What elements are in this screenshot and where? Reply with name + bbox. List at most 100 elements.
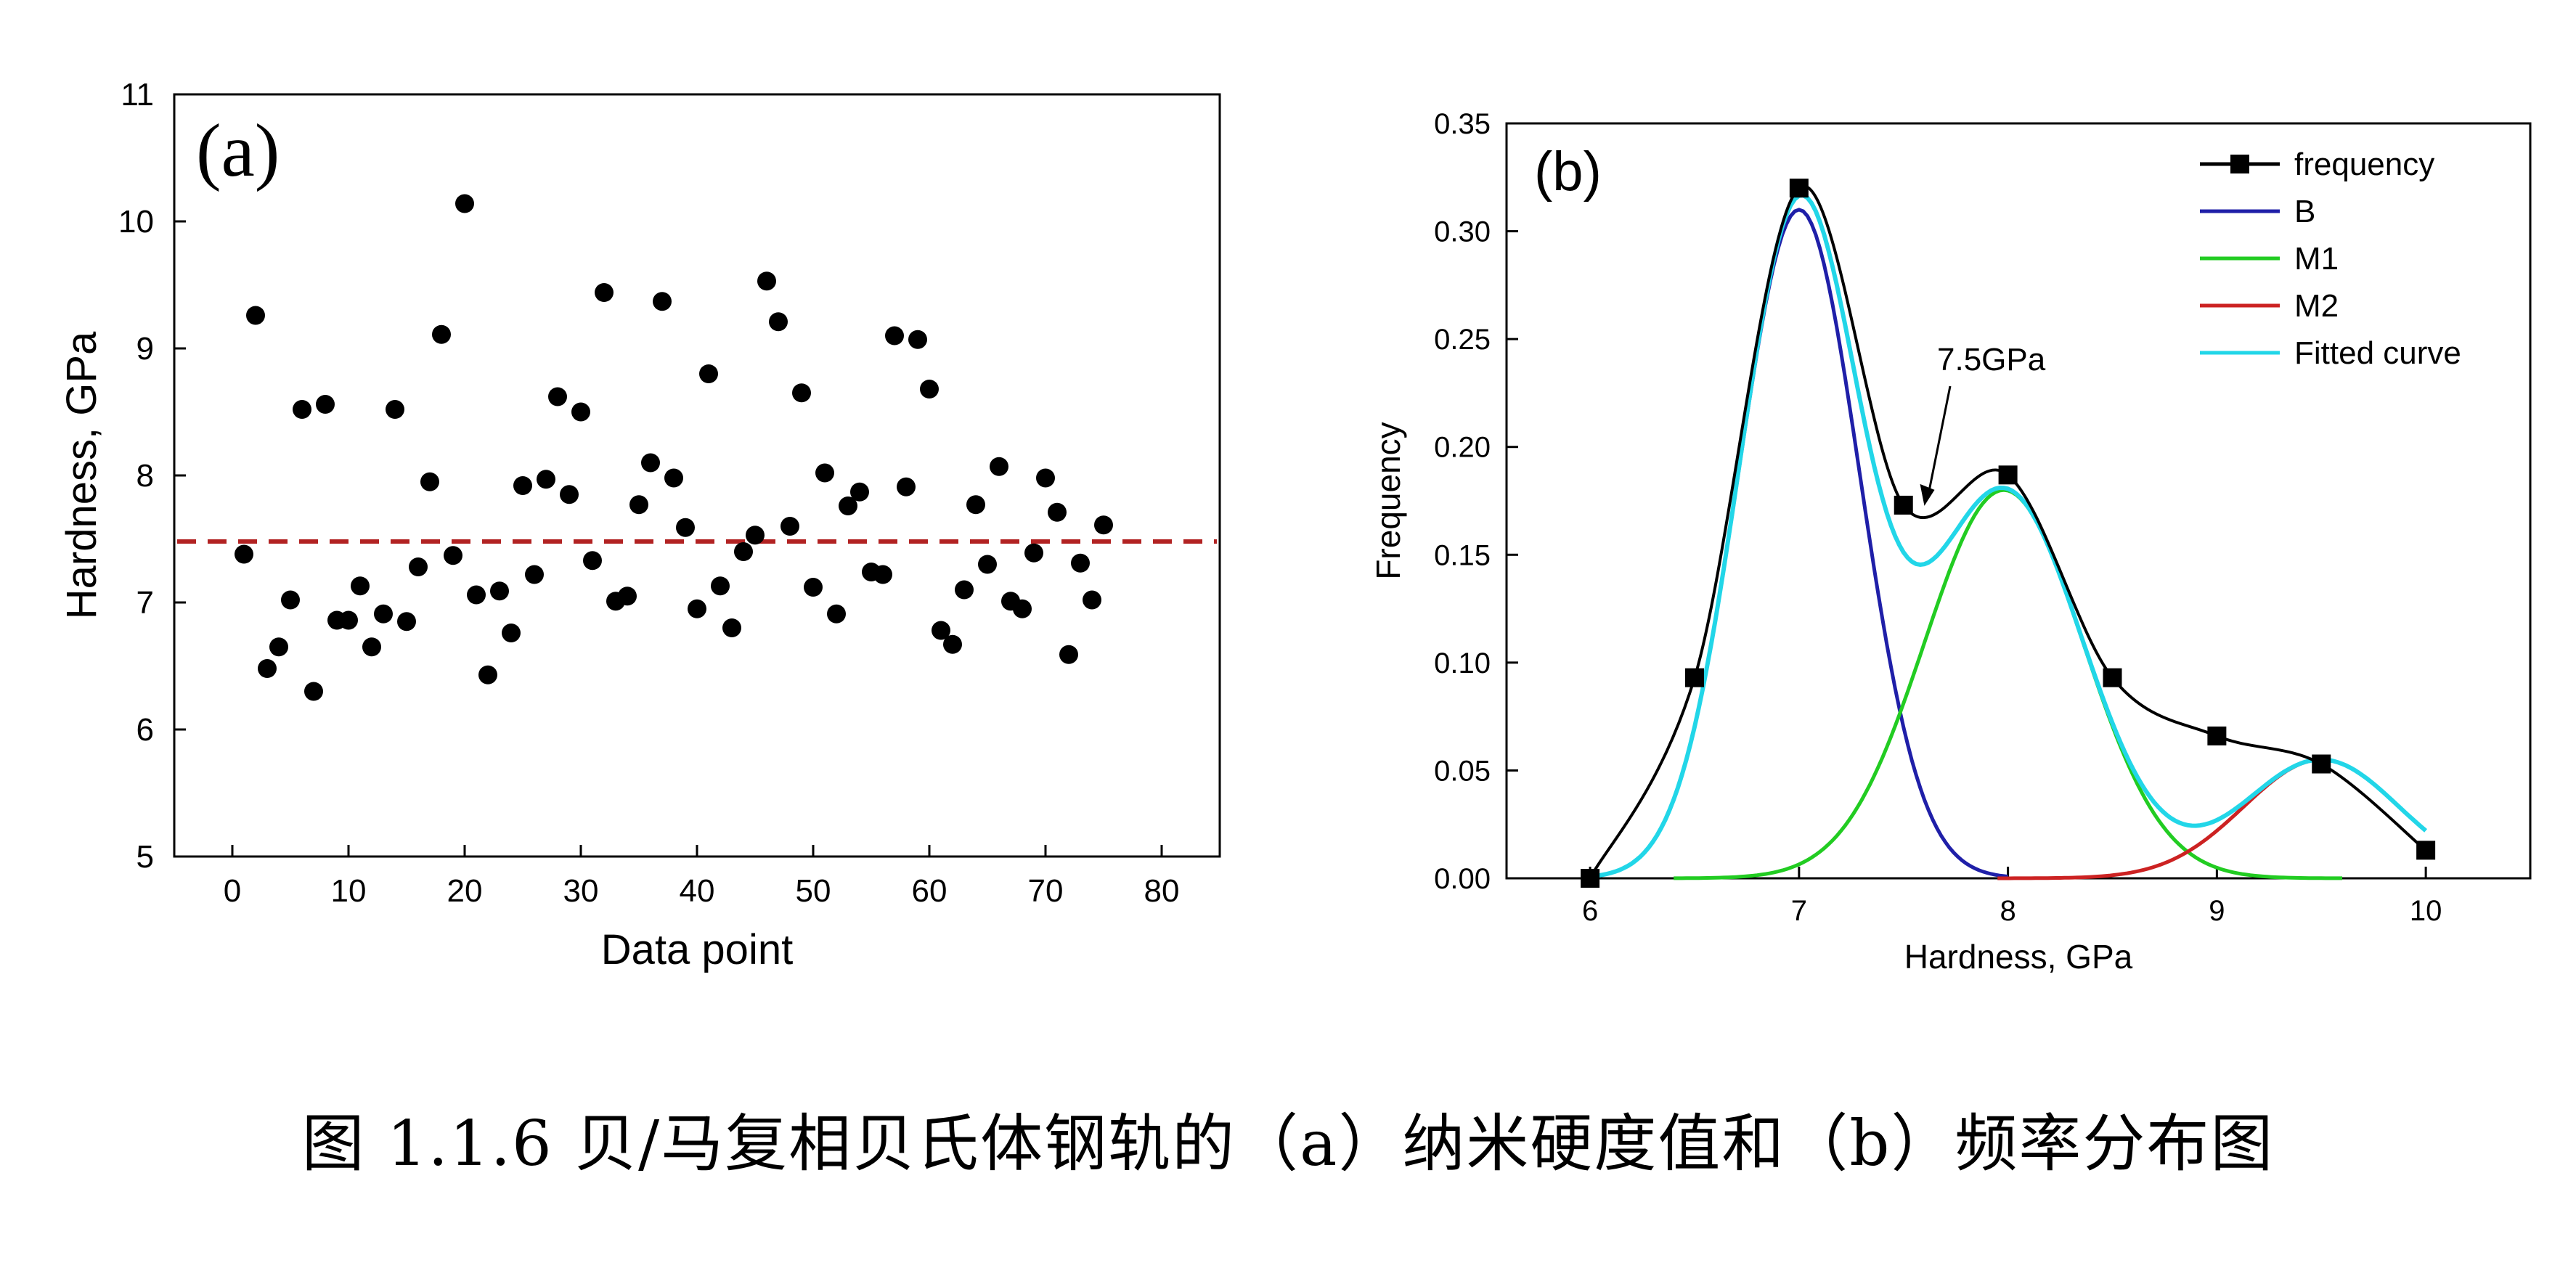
data-point	[386, 400, 404, 419]
data-point	[711, 576, 730, 596]
y-tick-label-a: 11	[121, 77, 154, 113]
y-tick-label-b: 0.20	[1434, 432, 1491, 464]
y-tick-label-a: 6	[136, 712, 154, 748]
x-tick-label-a: 50	[796, 873, 831, 909]
y-tick-label-b: 0.30	[1434, 216, 1491, 248]
data-point	[235, 544, 253, 564]
data-point	[641, 453, 660, 473]
data-point	[792, 383, 811, 403]
data-point	[1071, 553, 1090, 573]
y-tick-label-a: 8	[136, 458, 154, 494]
data-point	[1048, 502, 1067, 522]
data-point	[839, 496, 857, 515]
annotation-arrow-head	[1920, 483, 1935, 506]
y-tick-label-b: 0.10	[1434, 647, 1491, 679]
data-point	[339, 610, 358, 630]
legend-label-3: M2	[2294, 288, 2339, 324]
x-tick-label-a: 20	[447, 873, 483, 909]
data-point	[269, 637, 288, 657]
x-tick-label-b: 9	[2209, 895, 2225, 927]
data-point	[943, 634, 962, 654]
x-tick-label-a: 10	[331, 873, 367, 909]
data-point	[478, 665, 497, 684]
y-tick-label-a: 7	[136, 585, 154, 621]
legend-label-0: frequency	[2294, 147, 2434, 182]
data-point	[757, 271, 776, 291]
data-point	[699, 364, 718, 383]
x-tick-label-b: 7	[1791, 895, 1807, 927]
series-frequency-line	[1589, 184, 2427, 879]
frequency-marker	[1581, 869, 1600, 888]
data-point	[920, 380, 939, 398]
y-tick-label-b: 0.15	[1434, 539, 1491, 571]
panel-label-a: (a)	[196, 109, 280, 192]
data-point	[955, 580, 974, 600]
data-point	[502, 624, 521, 642]
y-tick-label-a: 5	[136, 839, 154, 875]
y-tick-label-b: 0.25	[1434, 324, 1491, 356]
data-point	[548, 387, 567, 406]
series-m1-curve	[1674, 488, 2342, 880]
legend-label-2: M1	[2294, 241, 2339, 277]
data-point	[362, 637, 381, 657]
data-point	[653, 292, 672, 311]
y-tick-label-b: 0.00	[1434, 863, 1491, 895]
data-point	[873, 565, 892, 584]
data-point	[351, 576, 370, 596]
data-point	[688, 599, 706, 618]
data-point	[722, 618, 741, 637]
legend-label-4: Fitted curve	[2294, 335, 2461, 371]
panel-a-chart: 0 10 20 30 40 50 60 70 80 5 6 7 8 9 10 11 Data point Hard…	[58, 77, 1221, 973]
data-point	[246, 306, 265, 325]
peak-annotation: 7.5GPa	[1937, 342, 2046, 377]
data-point	[850, 482, 869, 502]
x-tick-label-a: 40	[680, 873, 715, 909]
y-tick-label-a: 10	[118, 204, 154, 240]
panel-b-chart: 6 7 8 9 10 0.00 0.05 0.10 0.15 0.20 0.25 0.30 0.35 Ha…	[1369, 108, 2532, 976]
data-point	[444, 546, 462, 565]
data-point	[537, 470, 555, 489]
data-point	[618, 586, 637, 606]
y-tick-label-b: 0.05	[1434, 755, 1491, 787]
x-axis-label-a: Data point	[601, 926, 793, 973]
x-tick-label-a: 70	[1028, 873, 1064, 909]
frequency-marker	[2207, 726, 2227, 745]
data-point	[583, 551, 602, 571]
data-point	[780, 517, 799, 536]
data-point	[676, 518, 695, 537]
data-point	[664, 468, 683, 488]
data-point	[1024, 543, 1043, 563]
y-axis-label-a: Hardness, GPa	[58, 331, 105, 619]
legend-marker-0	[2230, 155, 2249, 173]
data-point	[885, 326, 904, 346]
x-tick-label-a: 30	[563, 873, 599, 909]
frequency-marker	[1894, 495, 1913, 515]
data-point	[827, 604, 846, 624]
data-point	[1094, 515, 1113, 535]
x-tick-label-b: 8	[2000, 895, 2015, 927]
x-tick-label-b: 6	[1582, 895, 1598, 927]
data-point	[746, 526, 765, 545]
annotation-arrow-line	[1928, 385, 1952, 494]
data-point	[432, 324, 451, 344]
data-point	[734, 542, 753, 561]
data-point	[316, 395, 335, 414]
data-point	[525, 565, 544, 584]
data-point	[571, 402, 590, 422]
data-point	[908, 330, 927, 349]
panel-label-b: (b)	[1534, 141, 1602, 203]
x-tick-label-a: 80	[1144, 873, 1180, 909]
data-point	[490, 581, 509, 601]
data-point	[513, 476, 532, 495]
data-point	[978, 555, 997, 574]
figure-caption: 图 1.1.6 贝/马复相贝氏体钢轨的（a）纳米硬度值和（b）频率分布图	[301, 1108, 2275, 1180]
data-point	[1013, 599, 1032, 618]
x-tick-label-b: 10	[2410, 895, 2442, 927]
data-point	[595, 283, 614, 302]
data-point	[966, 495, 985, 515]
data-point	[629, 495, 648, 515]
data-point	[374, 604, 393, 624]
data-point	[397, 612, 416, 632]
legend-label-1: B	[2294, 194, 2315, 229]
